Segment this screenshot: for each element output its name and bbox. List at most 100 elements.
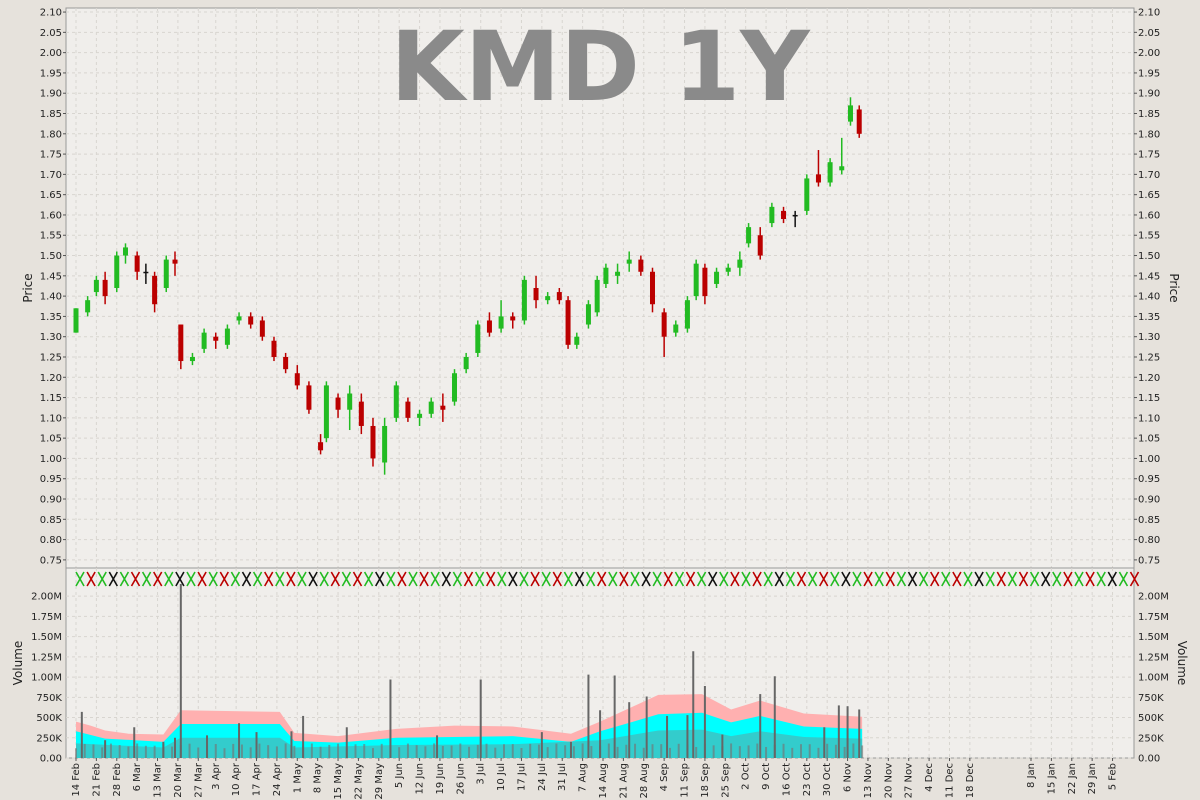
candle-body [93,279,99,293]
watermark-title: KMD 1Y [390,11,811,123]
signal-marker [363,571,374,587]
volume-tick-right: 2.00M [1138,592,1169,603]
volume-tick-right: 750K [1138,693,1164,704]
price-tick-left: 1.45 [40,271,62,282]
volume-tick-right: 500K [1138,713,1164,724]
signal-marker [763,571,773,587]
price-tick-right: 0.90 [1138,495,1160,506]
signal-marker [1096,571,1106,587]
price-tick-left: 2.00 [40,48,62,59]
date-tick-label: 21 Aug [618,763,629,798]
date-tick-label: 2 Oct [741,763,752,790]
candle-body [769,206,775,224]
signal-marker [619,571,629,587]
price-tick-right: 1.90 [1138,89,1160,100]
candle-body [521,279,527,321]
signal-marker [819,571,829,587]
candle-body [73,308,79,333]
candle-body [440,405,446,410]
price-axis-ticks: 0.75 0.75 0.80 0.80 0.85 0.85 0.90 0.90 0.95 0.95… [40,8,1161,567]
signal-marker [286,571,296,587]
signal-marker [197,571,207,587]
candle-body [781,210,787,220]
price-tick-left: 2.10 [40,8,62,19]
candle-body [815,174,821,183]
price-tick-right: 1.75 [1138,150,1160,161]
signal-marker [430,571,440,587]
price-axis-title-right: Price [1167,273,1181,302]
candle-body [393,385,399,418]
date-tick-label: 5 Feb [1108,763,1119,790]
date-tick-label: 14 Aug [598,763,609,798]
candle-body [615,271,621,276]
price-axis-title-left: Price [21,273,35,302]
date-tick-label: 10 Apr [231,762,242,796]
date-tick-label: 18 Dec [965,763,976,798]
candle-body [839,166,845,171]
signal-marker [1118,571,1129,587]
date-tick-label: 27 Nov [904,763,915,799]
signal-marker [441,571,451,587]
signal-marker [463,571,474,587]
volume-tick-left: 1.75M [31,612,62,623]
signal-marker [963,571,973,587]
volume-tick-right: 1.00M [1138,673,1169,684]
signal-marker [241,571,252,587]
signal-marker [641,571,651,587]
candle-body [347,393,353,410]
signal-marker [1029,571,1040,587]
signal-marker [774,571,784,587]
signal-marker [386,571,396,587]
candle-body [382,425,388,463]
signal-marker [752,571,762,587]
price-tick-right: 1.15 [1138,393,1160,404]
signal-marker [985,571,995,587]
signal-marker [785,571,796,587]
price-tick-right: 1.60 [1138,210,1160,221]
candle-body [294,373,300,386]
price-tick-right: 1.05 [1138,434,1160,445]
price-tick-left: 1.70 [40,170,62,181]
price-tick-right: 0.95 [1138,474,1160,485]
price-tick-left: 0.85 [40,515,62,526]
signal-marker [486,571,496,587]
price-tick-right: 1.40 [1138,292,1160,303]
date-tick-label: 19 Jun [435,763,446,795]
price-tick-right: 1.85 [1138,109,1160,120]
date-tick-label: 9 Oct [761,763,772,790]
candle-body [152,275,158,305]
candle-body [565,300,571,345]
signal-marker [119,571,130,587]
price-tick-right: 1.55 [1138,231,1160,242]
date-tick-label: 13 Nov [863,763,874,799]
price-tick-left: 0.80 [40,535,62,546]
signal-marker [652,571,662,587]
date-tick-label: 27 Mar [193,762,204,798]
candle-body [143,271,149,274]
signal-marker [730,571,740,587]
candle-body [693,263,699,297]
candle-body [463,356,469,370]
price-tick-left: 1.15 [40,393,62,404]
signal-strip [75,571,1140,587]
volume-axis-ticks: 0.00 0.00 250K 250K 500K 500K 750K 750K 1.00M 1.0… [31,592,1169,765]
price-tick-left: 1.65 [40,190,62,201]
candle-body [574,336,580,345]
candle-body [102,279,108,297]
price-tick-right: 2.05 [1138,28,1160,39]
candle-body [827,162,833,183]
signal-marker [252,571,263,587]
date-tick-label: 17 Apr [252,762,263,796]
signal-marker [1129,571,1140,587]
signal-marker [341,571,352,587]
candle-body [475,324,481,353]
price-tick-left: 1.55 [40,231,62,242]
volume-axis-title-right: Volume [1175,641,1189,686]
price-tick-left: 0.90 [40,495,62,506]
signal-marker [408,571,418,587]
signal-marker [907,571,918,587]
date-tick-label: 18 Sep [700,763,711,798]
signal-marker [1074,571,1084,587]
price-tick-left: 1.80 [40,129,62,140]
candlesticks [73,97,862,475]
